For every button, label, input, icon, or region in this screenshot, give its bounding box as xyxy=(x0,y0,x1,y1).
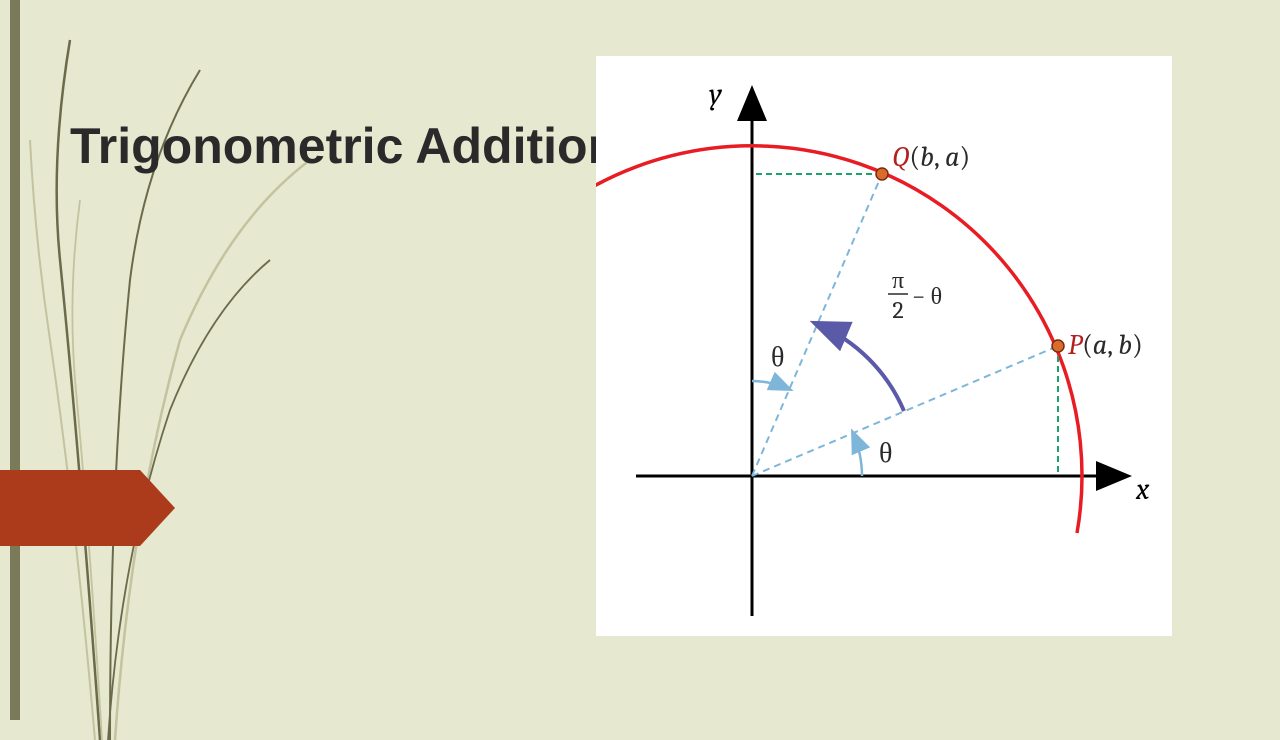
point-Q xyxy=(876,168,888,180)
x-axis-label: x xyxy=(1135,472,1150,507)
y-axis-label: y xyxy=(709,77,723,112)
point-P xyxy=(1052,340,1064,352)
diagram-panel: x y P(a, b) Q(b, a) θ θ π 2 − θ xyxy=(596,56,1172,636)
svg-text:− θ: − θ xyxy=(912,282,942,310)
ribbon-arrow xyxy=(0,470,175,546)
angle-theta-top-arc xyxy=(752,381,789,389)
theta-bottom-label: θ xyxy=(879,437,892,469)
radius-OP xyxy=(752,346,1058,476)
svg-text:2: 2 xyxy=(892,296,903,324)
trig-diagram: x y P(a, b) Q(b, a) θ θ π 2 − θ xyxy=(596,56,1172,636)
theta-top-label: θ xyxy=(771,341,784,373)
point-P-label: P(a, b) xyxy=(1068,329,1143,361)
svg-text:π: π xyxy=(892,266,904,294)
angle-theta-bottom-arc xyxy=(853,433,862,476)
angle-complement-label: π 2 − θ xyxy=(888,266,942,324)
grass-decoration xyxy=(0,0,360,740)
point-Q-label: Q(b, a) xyxy=(892,141,970,173)
left-accent-bar xyxy=(10,0,20,720)
angle-complement-arc xyxy=(817,324,904,411)
